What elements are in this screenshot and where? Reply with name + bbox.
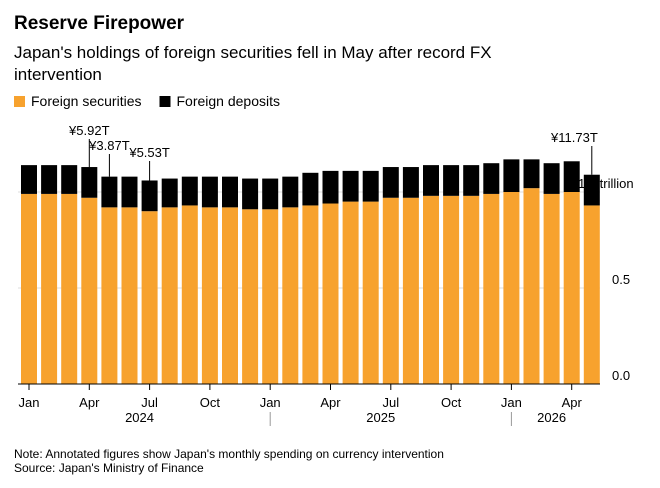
bar-segment	[423, 195, 439, 384]
x-tick-label: Oct	[200, 395, 221, 410]
bar-segment	[61, 193, 78, 384]
bar-segment	[563, 192, 580, 384]
bar-segment	[121, 207, 138, 384]
bar-segment	[161, 178, 178, 208]
note: Source: Japan's Ministry of Finance	[14, 461, 204, 475]
bar-segment	[583, 174, 600, 206]
bar-segment	[161, 207, 178, 384]
bar-segment	[262, 178, 279, 210]
bar-segment	[402, 167, 419, 198]
annotation: ¥5.92T	[68, 123, 110, 138]
bar-segment	[463, 165, 480, 196]
bar-segment	[322, 170, 339, 204]
note: Note: Annotated figures show Japan's mon…	[14, 447, 444, 461]
bar-segment	[21, 193, 37, 384]
bar-segment	[222, 176, 238, 208]
bar-segment	[101, 176, 118, 208]
x-tick-label: Jul	[141, 395, 158, 410]
bar-segment	[141, 211, 158, 384]
bar-segment	[322, 203, 339, 384]
bar-segment	[41, 193, 58, 384]
bar-segment	[21, 165, 37, 194]
bar-segment	[563, 161, 580, 192]
x-tick-label: Apr	[79, 395, 100, 410]
bar-segment	[443, 165, 460, 196]
x-tick-label: Apr	[320, 395, 341, 410]
legend-swatch	[159, 96, 171, 107]
bar-segment	[222, 207, 238, 384]
bar-segment	[302, 205, 319, 384]
bar-segment	[523, 159, 540, 189]
chart-title: Reserve Firepower	[14, 13, 185, 34]
annotation: ¥5.53T	[128, 145, 170, 160]
bar-segment	[201, 176, 218, 208]
bar-segment	[443, 195, 460, 384]
bar-segment	[483, 163, 500, 194]
bar-segment	[463, 195, 480, 384]
bar-segment	[523, 188, 540, 384]
x-tick-label: Jan	[260, 395, 281, 410]
x-tick-label: Oct	[441, 395, 462, 410]
year-label: 2025	[366, 410, 395, 425]
bar-segment	[262, 209, 279, 384]
year-label: 2026	[537, 410, 566, 425]
y-tick-label: 0.0	[612, 368, 630, 383]
bar-segment	[342, 201, 359, 384]
legend-label: Foreign deposits	[177, 93, 281, 109]
bar-segment	[242, 209, 259, 384]
bar-segment	[423, 165, 439, 196]
bar-segment	[382, 197, 399, 384]
bar-segment	[342, 170, 359, 202]
bar-segment	[362, 201, 379, 384]
bar-segment	[41, 165, 58, 194]
bar-segment	[282, 176, 299, 208]
bar-segment	[382, 167, 399, 198]
bar-segment	[242, 178, 259, 210]
bar-segment	[181, 205, 198, 384]
bar-segment	[81, 197, 98, 384]
bar-segment	[503, 192, 520, 384]
bar-segment	[81, 167, 98, 198]
bar-segment	[402, 197, 419, 384]
bar-segment	[141, 180, 158, 212]
bar-segment	[101, 207, 118, 384]
bar-segment	[483, 193, 500, 384]
bar-segment	[362, 170, 379, 202]
bar-segment	[282, 207, 299, 384]
legend-label: Foreign securities	[31, 93, 142, 109]
y-tick-label: 0.5	[612, 272, 630, 287]
x-tick-label: Jul	[382, 395, 399, 410]
bar-segment	[61, 165, 78, 194]
subtitle: Japan's holdings of foreign securities f…	[14, 43, 492, 84]
annotation: ¥11.73T	[550, 130, 598, 145]
x-tick-label: Apr	[562, 395, 583, 410]
bar-segment	[181, 176, 198, 206]
bar-segment	[121, 176, 138, 208]
x-tick-label: Jan	[19, 395, 40, 410]
year-label: 2024	[125, 410, 154, 425]
legend-swatch	[14, 96, 25, 107]
bar-segment	[543, 163, 560, 194]
bar-segment	[201, 207, 218, 384]
annotation: ¥3.87T	[88, 138, 130, 153]
bar-segment	[503, 159, 520, 192]
x-tick-label: Jan	[501, 395, 522, 410]
bar-segment	[543, 193, 560, 384]
bar-segment	[302, 172, 319, 206]
bar-segment	[583, 205, 600, 384]
